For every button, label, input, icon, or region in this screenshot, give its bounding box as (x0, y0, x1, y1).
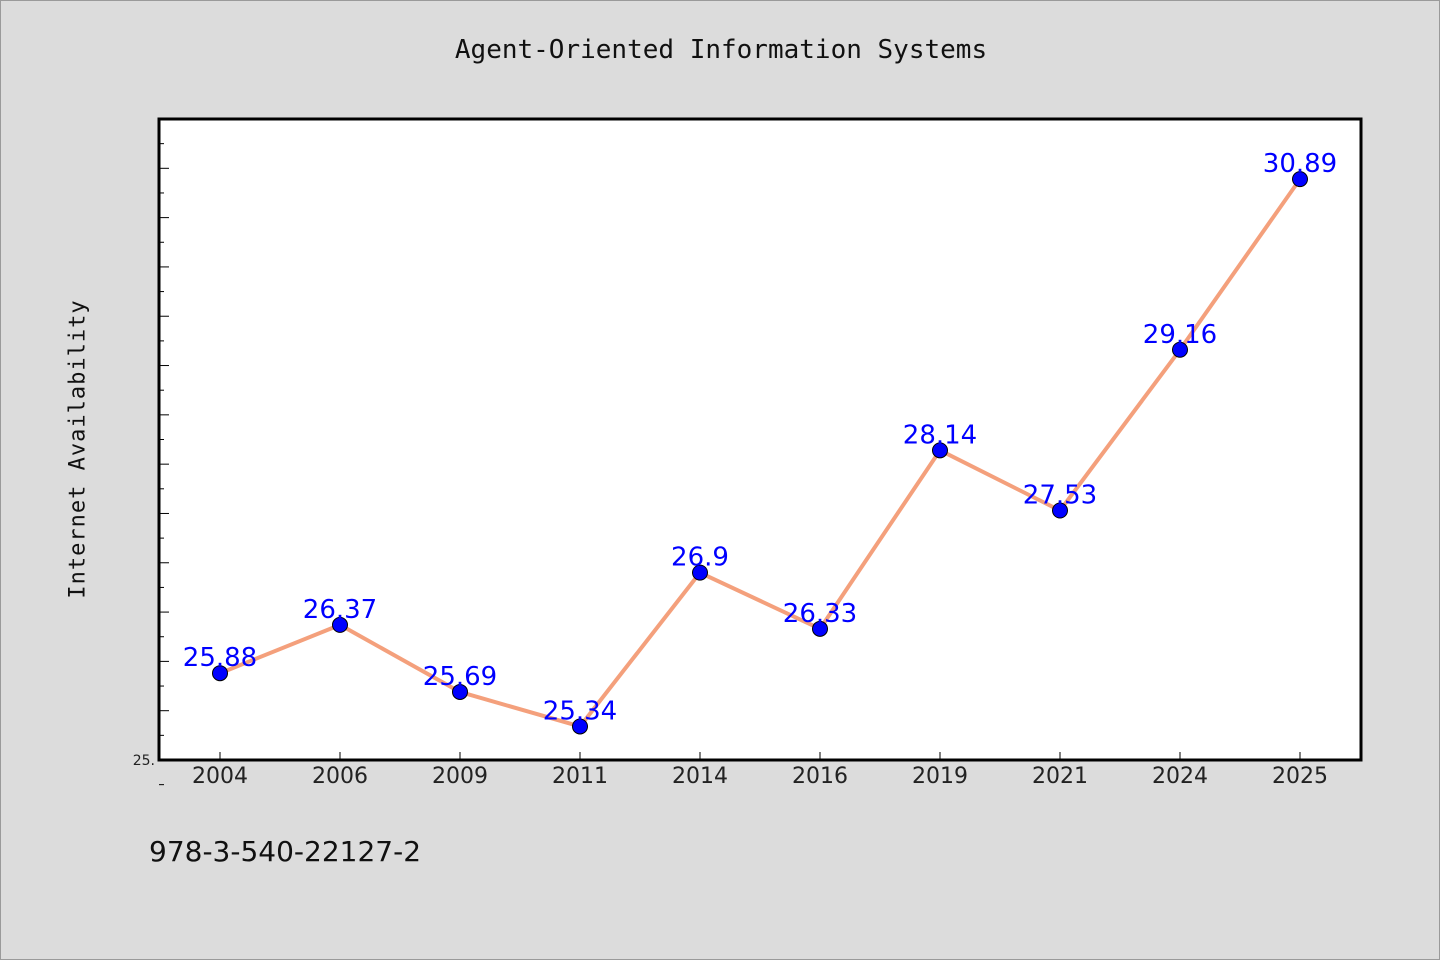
data-point (1292, 171, 1308, 188)
x-tick-label: 2011 (552, 764, 608, 789)
data-point (1172, 341, 1188, 358)
data-label: 26.33 (783, 599, 857, 629)
isbn-text: 978-3-540-22127-2 (149, 835, 422, 868)
x-tick-label: 2014 (672, 764, 728, 789)
data-label: 25.34 (543, 696, 617, 726)
x-tick-label: 2024 (1152, 764, 1208, 789)
data-label: 25.88 (183, 643, 257, 673)
x-tick-label: 2009 (432, 764, 488, 789)
data-label: 29.16 (1143, 320, 1217, 350)
data-point (572, 718, 588, 735)
data-point (332, 616, 348, 633)
data-point (452, 683, 468, 700)
plot-area (157, 117, 1363, 762)
series-line (219, 178, 1302, 729)
data-point (692, 564, 708, 581)
x-tick-label: 2004 (192, 764, 248, 789)
data-point (212, 665, 228, 682)
data-label: 27.53 (1023, 481, 1097, 511)
x-tick-label: 2006 (312, 764, 368, 789)
x-tick-label: 2021 (1032, 764, 1088, 789)
y-tick-label: 25. (133, 753, 155, 769)
data-point (932, 442, 948, 459)
data-label: 26.37 (303, 595, 377, 625)
chart-title: Agent-Oriented Information Systems (454, 35, 988, 65)
data-label: 28.14 (903, 420, 977, 450)
data-point (1052, 502, 1068, 519)
x-tick-label: 2016 (792, 764, 848, 789)
data-label: 30.89 (1263, 149, 1337, 179)
data-point (812, 620, 828, 637)
data-label: 26.9 (671, 543, 729, 573)
x-tick-label: 2019 (912, 764, 968, 789)
x-tick-label: 2025 (1272, 764, 1328, 789)
data-label: 25.69 (423, 662, 497, 692)
